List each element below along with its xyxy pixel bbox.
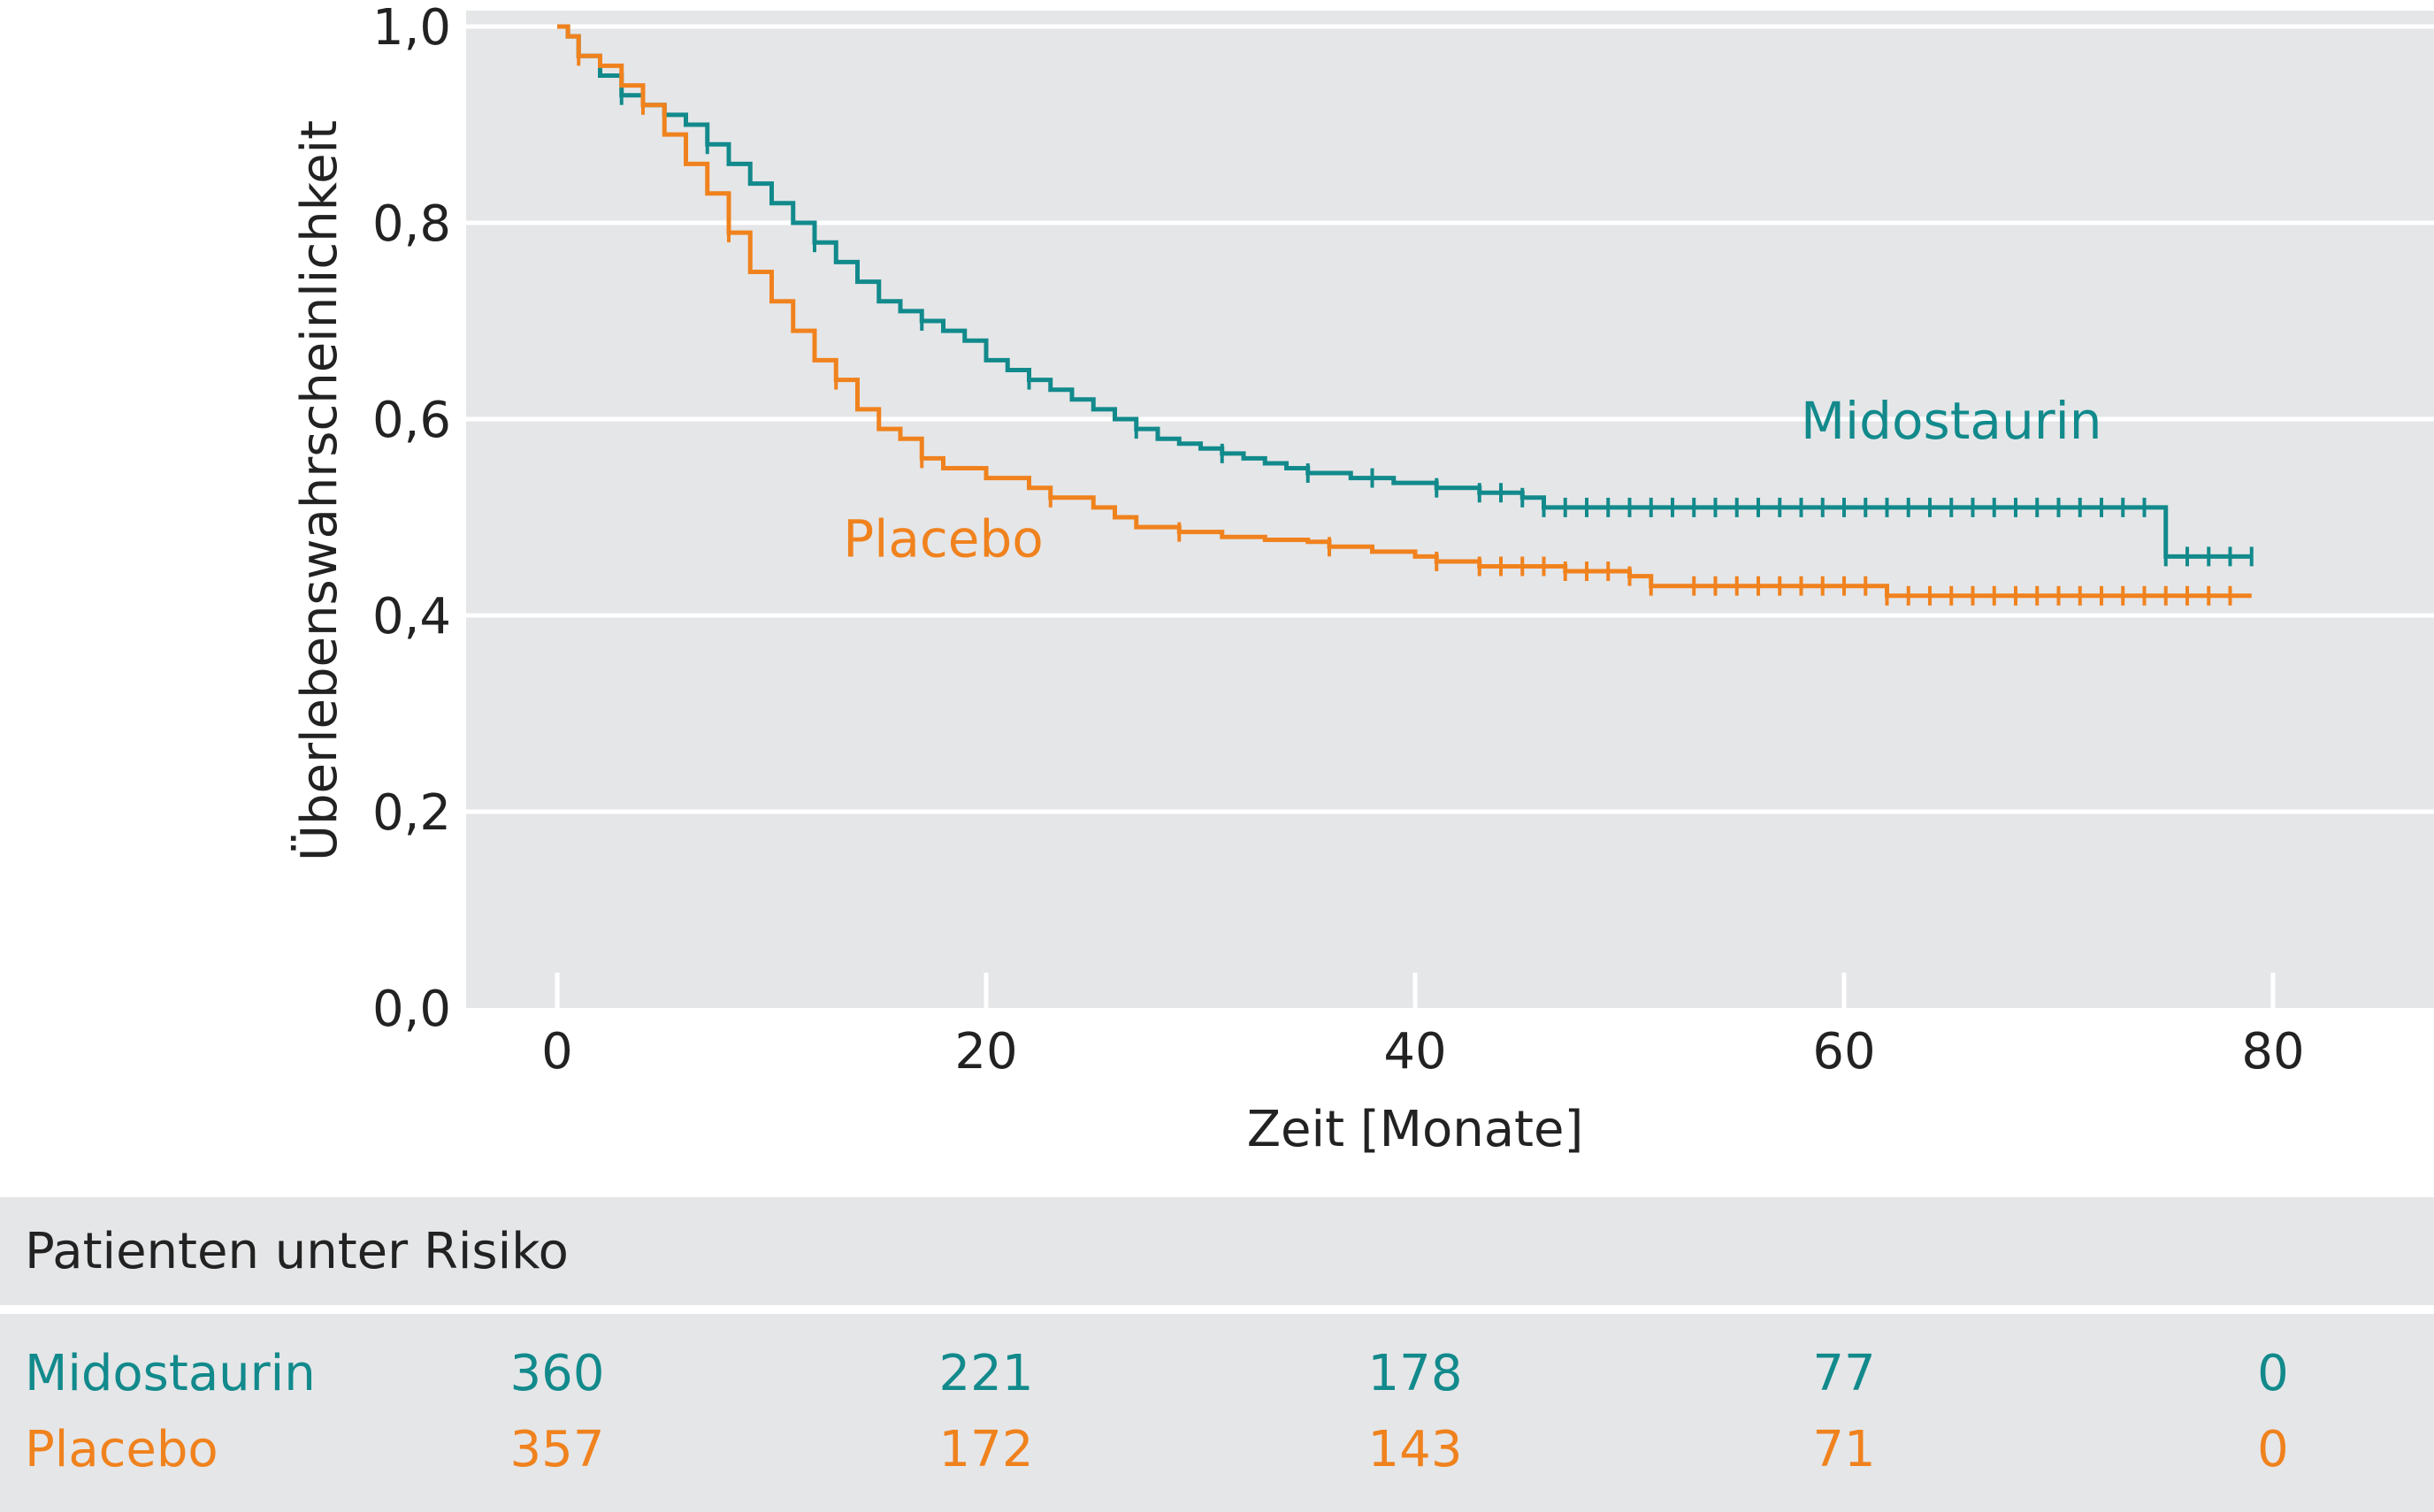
risk-table-header: Patienten unter Risiko: [0, 1197, 2434, 1305]
survival-chart: 0,0 0,2 0,4 0,6 0,8 1,0 0 20 40 60 80 Midostaurin…: [291, 0, 2434, 1158]
risk-value: 77: [1812, 1345, 1876, 1402]
risk-value: 360: [509, 1345, 605, 1402]
risk-value: 221: [938, 1345, 1034, 1402]
series-line: [557, 24, 2252, 559]
y-tick-labels: 0,0 0,2 0,4 0,6 0,8 1,0: [372, 0, 451, 1038]
x-tick-label: 60: [1812, 1023, 1875, 1081]
series-annotation: Placebo: [843, 508, 1044, 569]
risk-row-name: Placebo: [25, 1421, 218, 1478]
series-midostaurin: [557, 24, 2254, 567]
x-axis-title: Zeit [Monate]: [1247, 1101, 1584, 1158]
risk-value: 178: [1367, 1345, 1463, 1402]
risk-row-placebo: Placebo 357 172 143 71 0: [0, 1413, 2434, 1487]
risk-table: Midostaurin 360 221 178 77 0 Placebo 357…: [0, 1314, 2434, 1512]
risk-value: 143: [1367, 1421, 1463, 1478]
series-placebo: [557, 24, 2252, 606]
x-tick-labels: 0 20 40 60 80: [541, 1023, 2304, 1081]
risk-row-midostaurin: Midostaurin 360 221 178 77 0: [0, 1337, 2434, 1411]
risk-value: 71: [1812, 1421, 1876, 1478]
risk-value: 172: [938, 1421, 1034, 1478]
y-tick-label: 0,4: [372, 588, 451, 645]
y-tick-label: 0,2: [372, 784, 451, 842]
risk-value: 0: [2257, 1421, 2289, 1478]
risk-value: 357: [509, 1421, 605, 1478]
x-tick-marks: [555, 973, 2276, 1008]
series-annotations: Midostaurin Placebo: [843, 391, 2101, 569]
risk-table-title: Patienten unter Risiko: [25, 1222, 569, 1280]
x-tick-label: 20: [954, 1023, 1017, 1081]
y-tick-label: 0,8: [372, 195, 451, 253]
x-tick-label: 40: [1383, 1023, 1446, 1081]
risk-value: 0: [2257, 1345, 2289, 1402]
series-lines: [557, 24, 2254, 606]
y-tick-label: 0,6: [372, 392, 451, 449]
series-annotation: Midostaurin: [1801, 391, 2101, 451]
x-tick-label: 80: [2241, 1023, 2304, 1081]
x-tick-label: 0: [541, 1023, 573, 1081]
y-tick-label: 1,0: [372, 0, 451, 57]
risk-row-name: Midostaurin: [25, 1345, 316, 1402]
y-axis-title: Überlebenswahrscheinlichkeit: [291, 120, 348, 861]
y-tick-label: 0,0: [372, 981, 451, 1038]
